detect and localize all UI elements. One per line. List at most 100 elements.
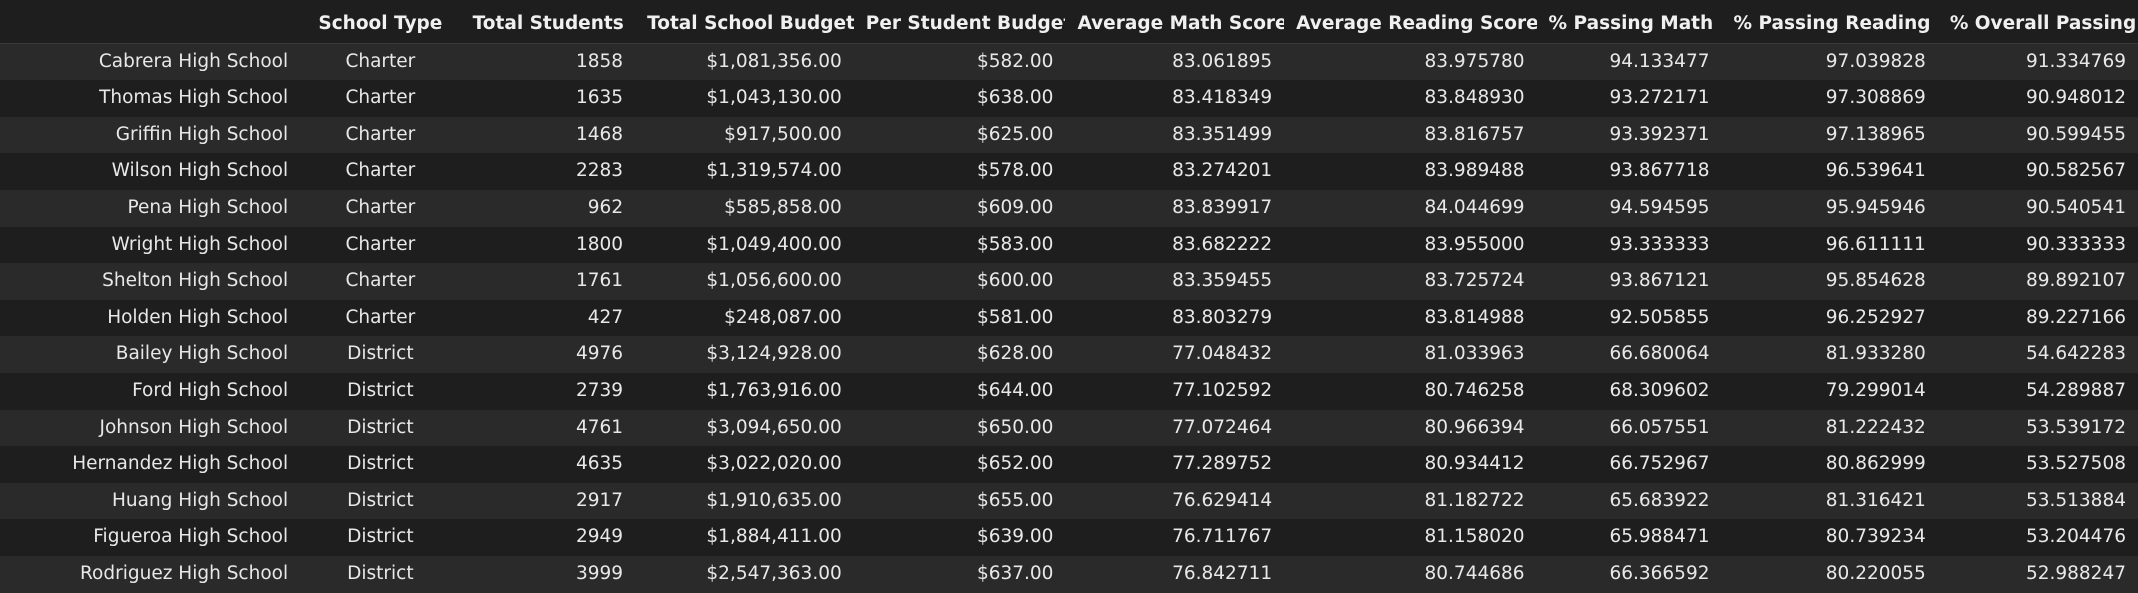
cell-per-student-budget: $583.00: [976, 233, 1054, 255]
cell-average-math-score: 77.102592: [1172, 379, 1273, 401]
cell-per-student-budget: $650.00: [976, 416, 1054, 438]
cell-average-math-score: 77.048432: [1172, 343, 1273, 365]
table-row: Wright High School Charter 1800 $1,049,400.…: [0, 226, 2138, 264]
cell-pct-passing-math: 93.272171: [1609, 87, 1710, 109]
cell-total-school-budget: $1,319,574.00: [706, 160, 842, 182]
cell-per-student-budget: $644.00: [976, 379, 1054, 401]
cell-per-student-budget: $625.00: [976, 123, 1054, 145]
cell-pct-overall-passing: 90.333333: [2025, 233, 2126, 255]
cell-per-student-budget: $609.00: [976, 196, 1054, 218]
cell-total-school-budget: $1,081,356.00: [706, 50, 842, 72]
cell-index: Rodriguez High School: [80, 562, 289, 584]
cell-total-students: 2739: [576, 379, 624, 401]
cell-pct-passing-math: 68.309602: [1609, 379, 1710, 401]
cell-average-math-score: 83.359455: [1172, 270, 1273, 292]
cell-pct-passing-reading: 81.933280: [1825, 343, 1926, 365]
cell-school-type: Charter: [345, 233, 416, 255]
cell-pct-passing-math: 93.333333: [1609, 233, 1710, 255]
cell-total-students: 2949: [576, 526, 624, 548]
cell-pct-passing-reading: 97.039828: [1825, 50, 1926, 72]
cell-average-reading-score: 83.814988: [1424, 306, 1525, 328]
cell-average-reading-score: 80.966394: [1424, 416, 1525, 438]
cell-average-reading-score: 81.033963: [1424, 343, 1525, 365]
cell-per-student-budget: $655.00: [976, 489, 1054, 511]
cell-total-school-budget: $3,094,650.00: [706, 416, 842, 438]
cell-total-school-budget: $1,049,400.00: [706, 233, 842, 255]
cell-average-reading-score: 83.989488: [1424, 160, 1525, 182]
table-body: Cabrera High School Charter 1858 $1,081,356…: [0, 43, 2138, 593]
column-header-average-reading-score: Average Reading Score: [1284, 6, 1537, 44]
cell-average-reading-score: 81.182722: [1424, 489, 1525, 511]
cell-index: Wilson High School: [111, 160, 289, 182]
cell-pct-passing-reading: 97.138965: [1825, 123, 1926, 145]
cell-school-type: Charter: [345, 50, 416, 72]
cell-total-students: 427: [587, 306, 624, 328]
cell-pct-overall-passing: 91.334769: [2025, 50, 2126, 72]
cell-pct-passing-reading: 81.222432: [1825, 416, 1926, 438]
cell-index: Cabrera High School: [98, 50, 289, 72]
cell-average-math-score: 77.289752: [1172, 453, 1273, 475]
table-header: School Type Total Students Total School Bu…: [0, 6, 2138, 44]
cell-average-reading-score: 80.746258: [1424, 379, 1525, 401]
cell-index: Johnson High School: [99, 416, 289, 438]
cell-pct-passing-reading: 96.539641: [1825, 160, 1926, 182]
cell-school-type: District: [347, 562, 414, 584]
cell-pct-passing-reading: 96.611111: [1825, 233, 1926, 255]
cell-school-type: Charter: [345, 196, 416, 218]
column-header-pct-overall-passing: % Overall Passing: [1937, 6, 2138, 44]
cell-pct-passing-math: 93.392371: [1609, 123, 1710, 145]
column-header-per-student-budget: Per Student Budget: [853, 6, 1066, 44]
cell-pct-overall-passing: 90.540541: [2025, 196, 2126, 218]
cell-school-type: Charter: [345, 123, 416, 145]
cell-average-math-score: 83.839917: [1172, 196, 1273, 218]
cell-pct-overall-passing: 89.892107: [2025, 270, 2126, 292]
cell-average-reading-score: 83.848930: [1424, 87, 1525, 109]
cell-total-students: 3999: [576, 562, 624, 584]
cell-total-school-budget: $3,124,928.00: [706, 343, 842, 365]
cell-school-type: Charter: [345, 270, 416, 292]
cell-average-math-score: 83.274201: [1172, 160, 1273, 182]
cell-pct-overall-passing: 90.599455: [2025, 123, 2126, 145]
cell-pct-passing-math: 65.683922: [1609, 489, 1710, 511]
cell-index: Hernandez High School: [72, 453, 289, 475]
cell-pct-passing-math: 92.505855: [1609, 306, 1710, 328]
cell-total-school-budget: $917,500.00: [724, 123, 842, 145]
cell-index: Figueroa High School: [93, 526, 289, 548]
cell-school-type: District: [347, 379, 414, 401]
cell-school-type: District: [347, 526, 414, 548]
cell-average-math-score: 76.842711: [1172, 562, 1273, 584]
column-header-index: [0, 6, 301, 44]
cell-pct-passing-math: 66.057551: [1609, 416, 1710, 438]
cell-school-type: Charter: [345, 306, 416, 328]
cell-total-students: 1761: [576, 270, 624, 292]
cell-pct-passing-math: 94.133477: [1609, 50, 1710, 72]
cell-index: Thomas High School: [99, 87, 289, 109]
cell-pct-passing-reading: 96.252927: [1825, 306, 1926, 328]
table-row: Pena High School Charter 962 $585,858.00 $60…: [0, 189, 2138, 227]
cell-average-reading-score: 83.725724: [1424, 270, 1525, 292]
cell-pct-passing-reading: 79.299014: [1825, 379, 1926, 401]
table-row: Thomas High School Charter 1635 $1,043,130.…: [0, 80, 2138, 117]
table-row: Griffin High School Charter 1468 $917,500.0…: [0, 116, 2138, 154]
cell-average-math-score: 83.061895: [1172, 50, 1273, 72]
cell-average-reading-score: 83.975780: [1424, 50, 1525, 72]
cell-per-student-budget: $578.00: [976, 160, 1054, 182]
cell-pct-passing-math: 93.867718: [1609, 160, 1710, 182]
cell-total-school-budget: $248,087.00: [724, 306, 842, 328]
cell-total-school-budget: $1,763,916.00: [706, 379, 842, 401]
table-row: Figueroa High School District 2949 $1,884,4…: [0, 519, 2138, 556]
cell-average-math-score: 77.072464: [1172, 416, 1273, 438]
cell-pct-overall-passing: 53.539172: [2025, 416, 2126, 438]
cell-average-math-score: 76.629414: [1172, 489, 1273, 511]
cell-index: Holden High School: [107, 306, 289, 328]
cell-index: Griffin High School: [115, 123, 289, 145]
table-row: Holden High School Charter 427 $248,087.00 $…: [0, 299, 2138, 337]
table-row: Cabrera High School Charter 1858 $1,081,356…: [0, 43, 2138, 81]
cell-average-math-score: 76.711767: [1172, 526, 1273, 548]
cell-total-school-budget: $585,858.00: [724, 196, 842, 218]
column-header-total-students: Total Students: [460, 6, 636, 44]
column-header-pct-passing-reading: % Passing Reading: [1721, 6, 1938, 44]
cell-index: Bailey High School: [115, 343, 289, 365]
cell-pct-passing-reading: 95.854628: [1825, 270, 1926, 292]
cell-average-reading-score: 84.044699: [1424, 196, 1525, 218]
